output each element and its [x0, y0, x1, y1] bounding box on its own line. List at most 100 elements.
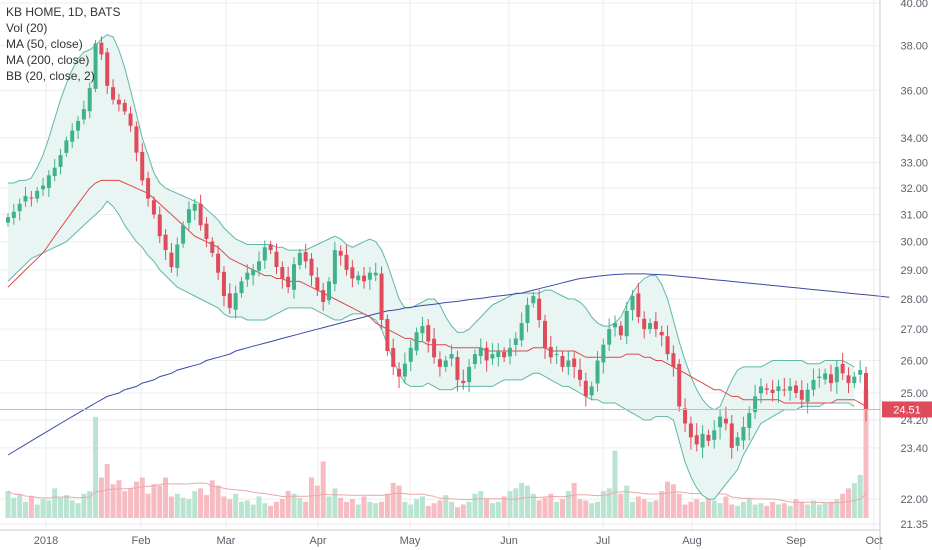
volume-bar	[5, 491, 11, 518]
y-tick-label: 34.00	[900, 133, 928, 145]
candle-body	[613, 323, 618, 328]
candle-body	[805, 389, 810, 402]
candle-body	[472, 354, 477, 365]
volume-bar	[840, 493, 846, 518]
volume-bar	[624, 485, 630, 518]
candle-body	[747, 413, 752, 428]
volume-bar	[554, 501, 560, 518]
candle-body	[688, 423, 693, 438]
volume-bar	[548, 493, 554, 518]
candle-body	[443, 360, 448, 367]
candle-body	[513, 338, 518, 345]
candle-body	[76, 120, 81, 131]
volume-bar	[472, 493, 478, 518]
volume-bar	[250, 504, 256, 518]
candle-body	[321, 290, 326, 302]
volume-bar	[513, 488, 519, 518]
volume-bar	[489, 503, 495, 518]
candle-body	[455, 356, 460, 380]
volume-bar	[145, 493, 151, 518]
candle-body	[128, 113, 133, 126]
candle-body	[221, 271, 226, 297]
volume-bar	[198, 488, 204, 518]
y-tick-label: 36.00	[900, 85, 928, 97]
volume-bar	[764, 505, 770, 518]
volume-bar	[46, 500, 52, 518]
candle-body	[449, 354, 454, 359]
candle-body	[87, 88, 92, 112]
candle-body	[595, 360, 600, 384]
volume-bar	[332, 488, 338, 518]
volume-bar	[309, 477, 315, 518]
candle-body	[245, 272, 250, 280]
volume-bar	[379, 501, 385, 518]
legend-bb[interactable]: BB (20, close, 2)	[6, 69, 95, 83]
volume-bar	[665, 481, 671, 518]
candle-body	[327, 281, 332, 301]
candle-body	[111, 87, 116, 100]
legend-volume[interactable]: Vol (20)	[6, 21, 48, 35]
volume-bar	[793, 499, 799, 518]
volume-bar	[34, 504, 40, 518]
bollinger-bands	[7, 34, 855, 500]
candle-body	[548, 346, 553, 358]
volume-bar	[641, 499, 647, 518]
candle-body	[116, 99, 121, 105]
candle-body	[618, 325, 623, 336]
candle-body	[793, 385, 798, 394]
candle-body	[280, 267, 285, 279]
y-tick-label: 23.40	[900, 443, 928, 455]
candle-body	[309, 258, 314, 276]
volume-bar	[396, 485, 402, 518]
volume-bar	[349, 499, 355, 518]
ma50-line	[7, 179, 867, 407]
candle-body	[817, 376, 822, 378]
volume-bar	[787, 505, 793, 518]
volume-bar	[536, 500, 542, 518]
candle-body	[723, 418, 728, 424]
candle-body	[432, 338, 437, 358]
legend-ma200[interactable]: MA (200, close)	[6, 53, 90, 67]
candle-body	[385, 319, 390, 351]
volume-bar	[694, 499, 700, 518]
volume-bar	[303, 501, 309, 518]
volume-bar	[618, 493, 624, 518]
volume-bar	[810, 500, 816, 518]
candle-body	[846, 375, 851, 384]
volume-bar	[338, 497, 344, 518]
volume-bar	[122, 491, 128, 518]
volume-bar	[215, 485, 221, 518]
volume-bars	[5, 390, 869, 518]
legend-title[interactable]: KB HOME, 1D, BATS	[6, 5, 121, 19]
candle-body	[99, 42, 104, 55]
volume-bar	[501, 496, 507, 518]
volume-bar	[542, 497, 548, 518]
candle-body	[41, 185, 46, 190]
volume-bar	[507, 491, 513, 518]
candle-body	[81, 109, 86, 120]
candle-body	[525, 304, 530, 324]
candle-body	[828, 374, 833, 384]
candle-body	[601, 344, 606, 363]
moving-averages	[7, 179, 890, 456]
volume-bar	[297, 497, 303, 518]
volume-bar	[279, 499, 285, 518]
candle-body	[799, 390, 804, 400]
volume-bar	[828, 501, 834, 518]
candle-body	[572, 358, 577, 367]
candle-body	[712, 430, 717, 440]
volume-bar	[775, 504, 781, 518]
volume-bar	[770, 501, 776, 518]
legend-ma50[interactable]: MA (50, close)	[6, 37, 83, 51]
volume-bar	[414, 499, 420, 518]
candle-body	[583, 380, 588, 397]
volume-bar	[163, 477, 169, 518]
volume-bar	[355, 504, 361, 518]
x-tick-label: Jun	[500, 535, 518, 547]
volume-bar	[524, 485, 530, 518]
volume-bar	[367, 501, 373, 518]
candle-body	[64, 140, 69, 153]
volume-bar	[233, 493, 239, 518]
candle-body	[490, 354, 495, 359]
